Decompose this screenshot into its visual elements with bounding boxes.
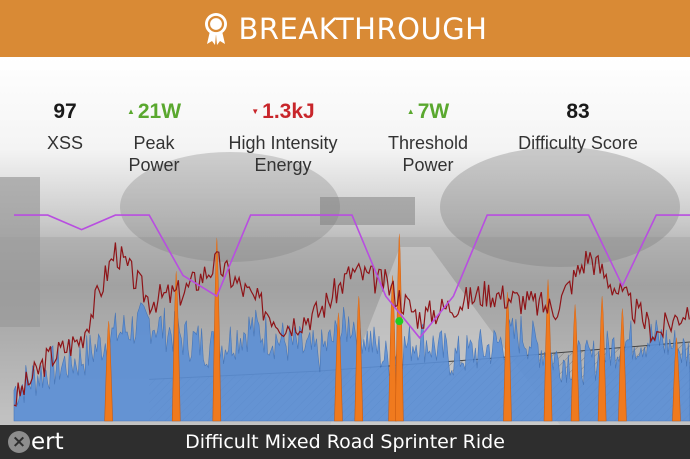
logo-text: ert — [31, 429, 64, 455]
trend-up-icon: ▲ — [406, 107, 415, 116]
stat-value: ▲ 21W — [126, 100, 182, 123]
stat-value: ▲ 7W — [406, 100, 450, 123]
stat-high-intensity-energy: ▼ 1.3kJ High Intensity Energy — [228, 100, 337, 176]
power-area — [13, 302, 690, 422]
header-banner: BREAKTHROUGH — [0, 0, 690, 57]
signature-series — [14, 214, 690, 340]
intensity-spike — [334, 312, 343, 422]
stat-xss: 97 XSS — [47, 100, 83, 154]
power-area-series — [13, 302, 690, 422]
heart-rate-line — [13, 242, 690, 407]
stat-value: 97 — [53, 100, 77, 123]
breakthrough-point — [395, 317, 404, 326]
heart-rate-series — [13, 242, 690, 407]
stat-value: 83 — [566, 100, 590, 123]
x-logo-icon: × — [8, 431, 30, 453]
intensity-spike — [597, 295, 607, 422]
trend-down-icon: ▼ — [251, 107, 260, 116]
intensity-spike — [570, 304, 580, 422]
stat-difficulty-score: 83 Difficulty Score — [518, 100, 638, 154]
intensity-spike — [212, 237, 222, 422]
intensity-spike — [388, 275, 397, 422]
stat-label: High Intensity Energy — [228, 133, 338, 175]
stats-row: 97 XSS ▲ 21W Peak Power ▼ 1.3kJ High Int… — [0, 100, 690, 180]
stat-label: XSS — [46, 133, 84, 153]
intensity-spike — [543, 279, 553, 422]
ride-chart — [13, 214, 690, 422]
stat-value: ▼ 1.3kJ — [251, 100, 315, 123]
intensity-spike — [171, 270, 181, 422]
intensity-spike — [503, 291, 512, 422]
footer-bar: × ert Difficult Mixed Road Sprinter Ride — [0, 425, 690, 459]
stat-threshold-power: ▲ 7W Threshold Power — [388, 100, 468, 176]
xert-logo: × ert — [8, 428, 64, 456]
intensity-spike — [395, 233, 404, 422]
stat-peak-power: ▲ 21W Peak Power — [127, 100, 181, 176]
banner-title: BREAKTHROUGH — [238, 11, 488, 46]
breakthrough-marker — [395, 317, 404, 326]
stat-label: Peak Power — [128, 133, 180, 175]
stat-label: Threshold Power — [387, 133, 469, 175]
high-intensity-spikes — [104, 233, 681, 422]
trend-up-icon: ▲ — [126, 107, 135, 116]
intensity-spike — [618, 308, 627, 422]
intensity-spike — [104, 320, 113, 422]
ride-title: Difficult Mixed Road Sprinter Ride — [185, 431, 505, 453]
award-ribbon-icon — [204, 12, 227, 45]
intensity-spike — [672, 337, 681, 422]
stat-label: Difficulty Score — [518, 133, 638, 153]
signature-line — [14, 214, 690, 340]
intensity-spike — [354, 295, 364, 422]
